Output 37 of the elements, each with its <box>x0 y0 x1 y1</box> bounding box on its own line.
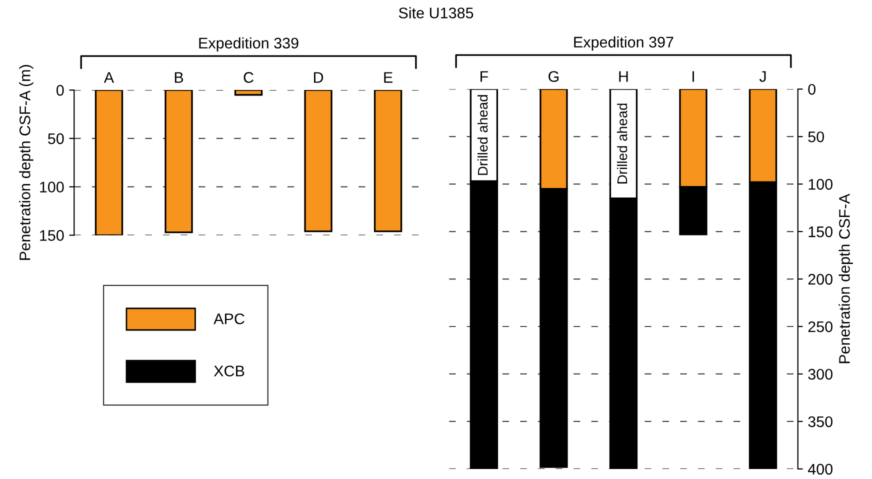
x-tick-label: C <box>244 72 254 83</box>
y-tick-label: 100 <box>808 178 832 190</box>
bar <box>164 90 193 234</box>
x-tick-label: I <box>692 71 694 82</box>
x-tick-label: B <box>174 72 184 83</box>
y-tick-label: 300 <box>808 368 832 380</box>
text: Site U1385 <box>398 7 474 18</box>
y-tick-label: 150 <box>808 226 832 238</box>
y-tick-label: 250 <box>808 321 832 332</box>
x-tick-label: D <box>314 72 324 83</box>
bar <box>234 90 263 96</box>
data-label: Drilled ahead <box>617 104 628 184</box>
x-tick-label: H <box>619 71 628 82</box>
y-tick-label: 50 <box>808 131 824 142</box>
y-axis-title: Penetration depth CSF-A (m) <box>19 65 34 260</box>
x-tick-label: J <box>759 71 766 82</box>
x-tick-label: F <box>480 71 488 82</box>
y-tick-label: 150 <box>40 230 64 241</box>
y-tick-label: 0 <box>56 84 64 96</box>
y-tick-label: 400 <box>808 464 832 475</box>
y-tick-label: 200 <box>808 274 832 285</box>
bar <box>304 90 332 232</box>
bar <box>374 90 402 232</box>
x-tick-label: G <box>548 71 559 82</box>
legend-label: APC <box>214 313 244 324</box>
chart-title: Expedition 339 <box>199 37 298 52</box>
data-label: Drilled ahead <box>477 95 488 175</box>
x-tick-label: A <box>104 72 114 83</box>
y-tick-label: 0 <box>808 84 816 95</box>
legend-label: XCB <box>214 366 244 376</box>
y-tick-label: 350 <box>808 416 832 428</box>
y-tick-label: 100 <box>40 182 64 192</box>
y2-axis-title: Penetration depth CSF-A <box>838 194 853 364</box>
bar <box>94 90 124 236</box>
y-tick-label: 50 <box>48 133 64 144</box>
chart-title: Expedition 397 <box>574 36 674 51</box>
x-tick-label: E <box>384 72 392 83</box>
